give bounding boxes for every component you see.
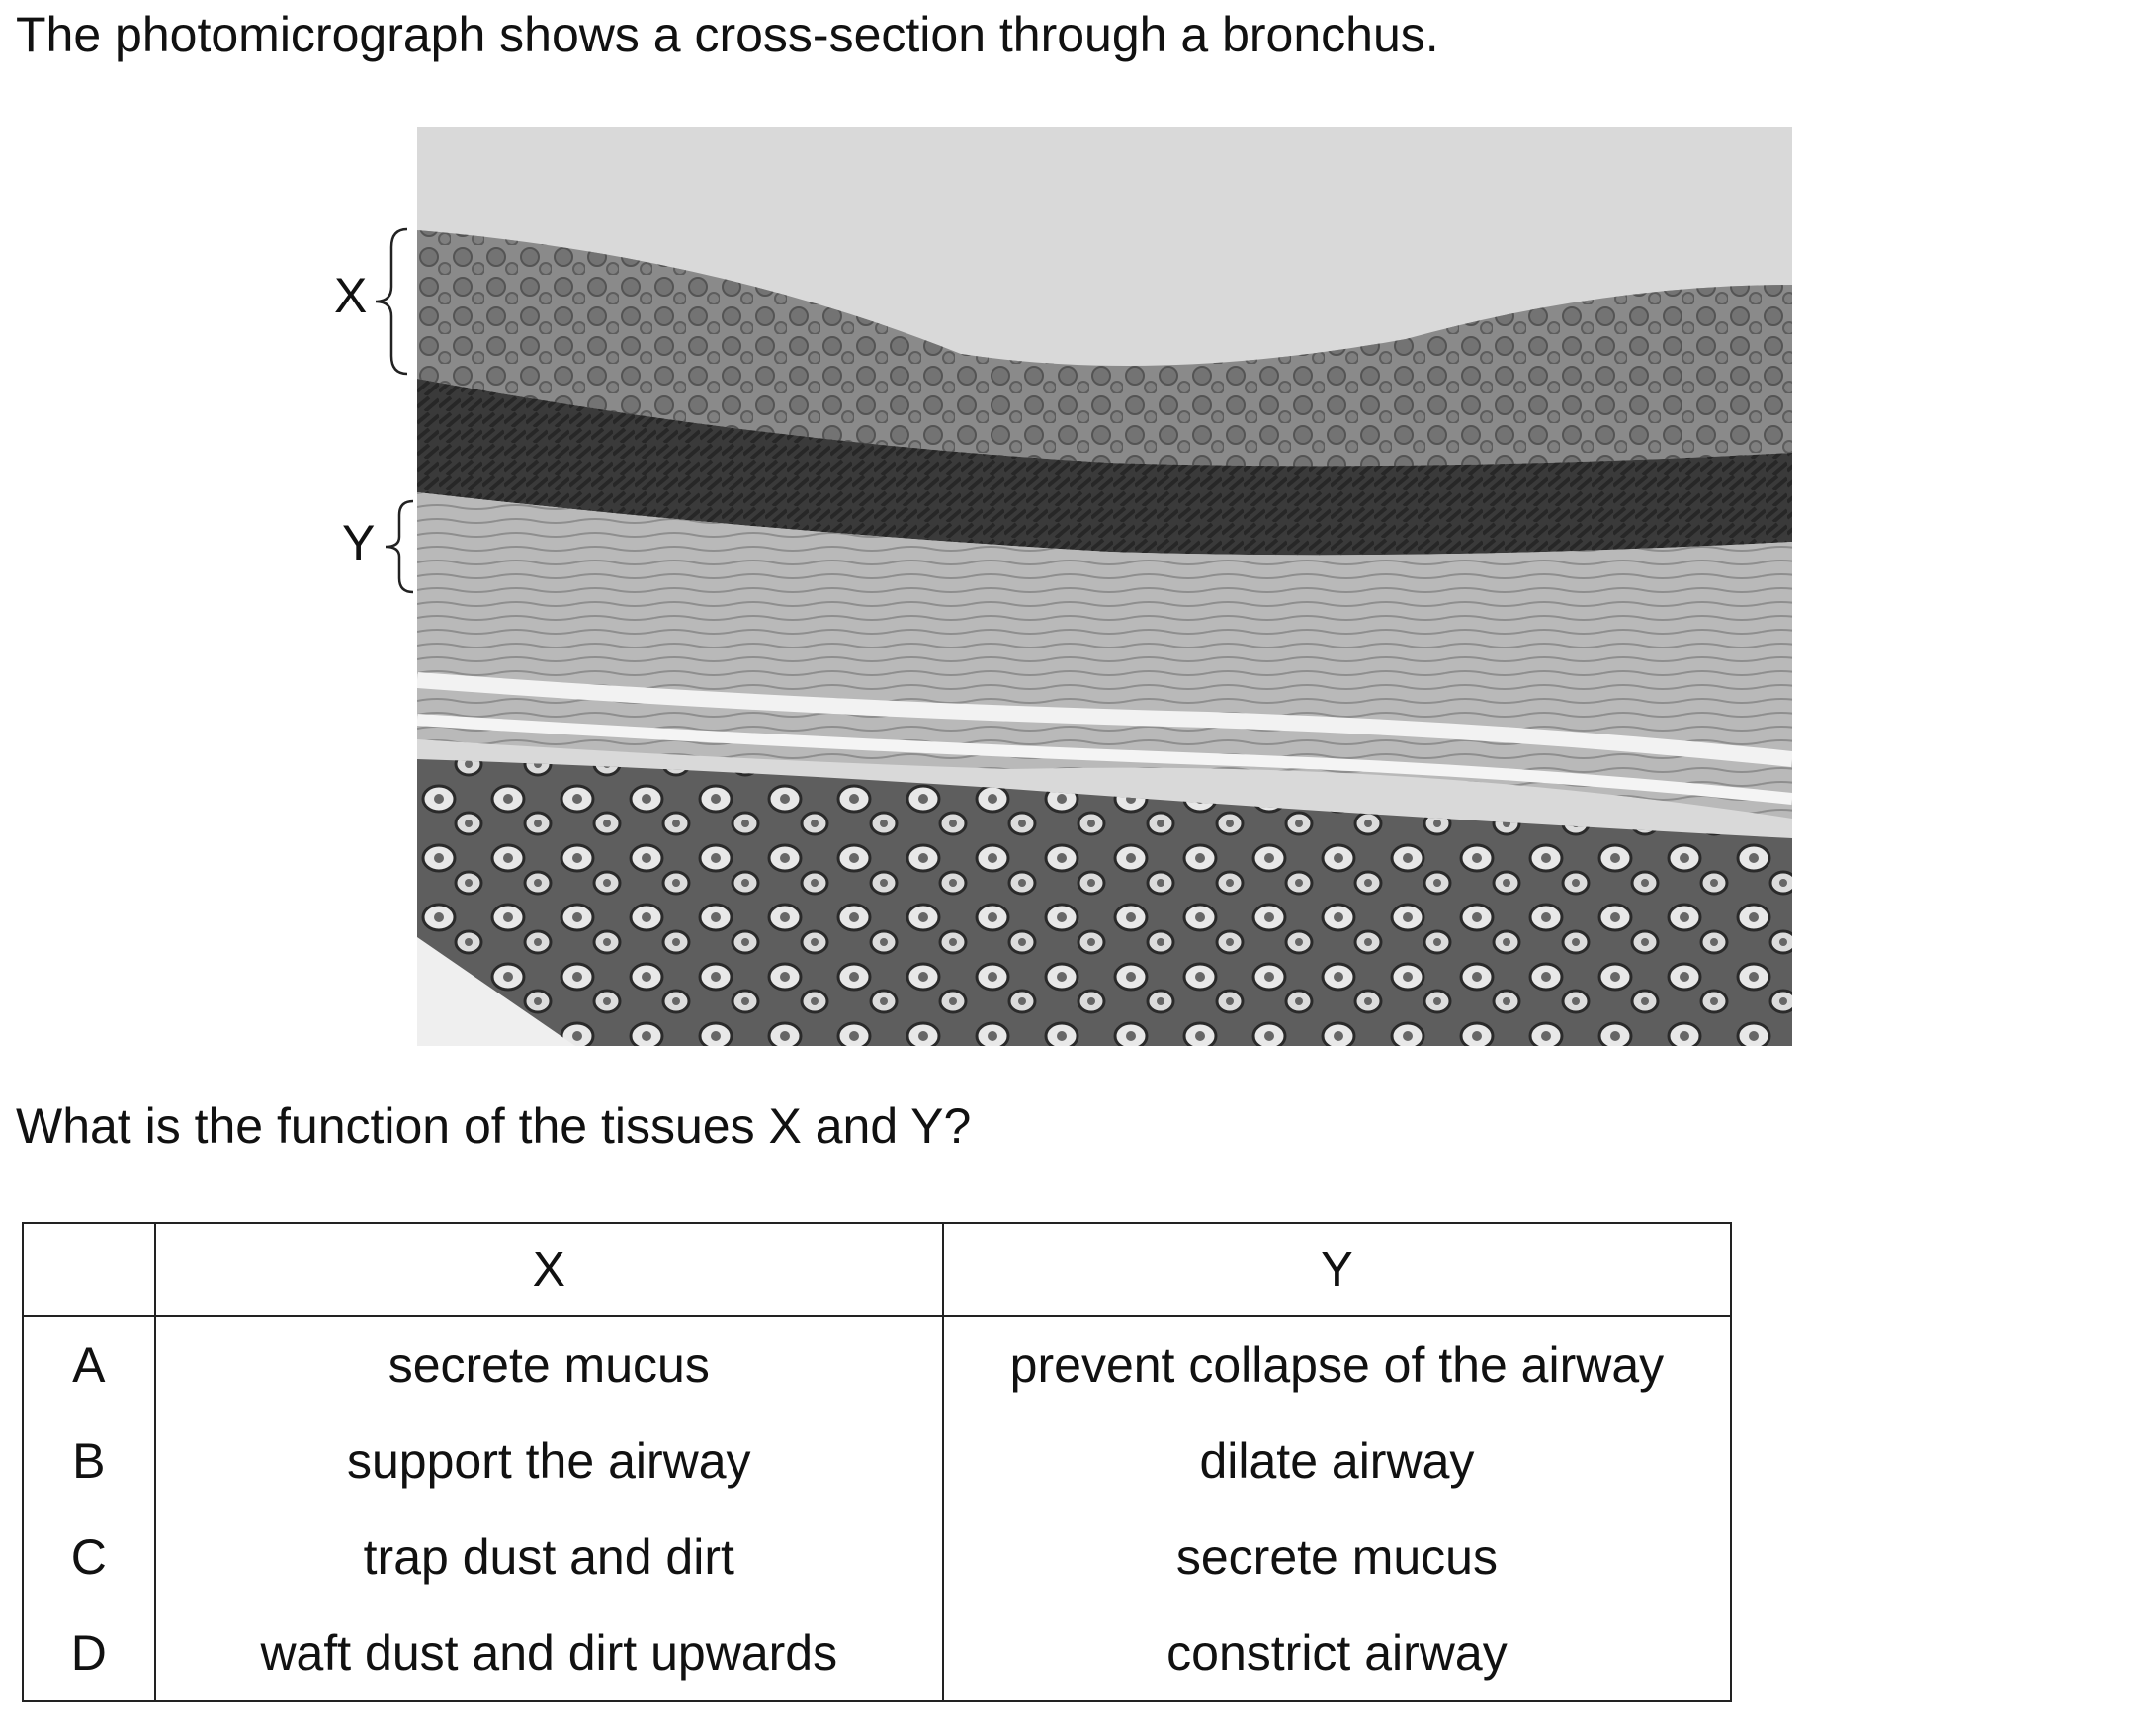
option-y-function: secrete mucus bbox=[941, 1509, 1733, 1604]
option-x-function: trap dust and dirt bbox=[153, 1509, 944, 1604]
option-y-function: prevent collapse of the airway bbox=[941, 1316, 1733, 1413]
option-x-function: support the airway bbox=[153, 1413, 944, 1509]
option-letter: B bbox=[22, 1413, 156, 1509]
question-text: What is the function of the tissues X an… bbox=[16, 1098, 972, 1154]
brace-x-icon bbox=[375, 227, 408, 376]
label-x: X bbox=[334, 268, 368, 323]
label-y: Y bbox=[342, 515, 376, 570]
header-letter bbox=[22, 1222, 156, 1317]
option-row-c[interactable]: C trap dust and dirt secrete mucus bbox=[22, 1509, 1733, 1604]
header-x: X bbox=[153, 1222, 944, 1317]
option-row-b[interactable]: B support the airway dilate airway bbox=[22, 1413, 1733, 1509]
option-row-d[interactable]: D waft dust and dirt upwards constrict a… bbox=[22, 1604, 1733, 1702]
table-header-row: X Y bbox=[22, 1222, 1733, 1317]
option-row-a[interactable]: A secrete mucus prevent collapse of the … bbox=[22, 1316, 1733, 1413]
option-letter: D bbox=[22, 1604, 156, 1702]
bronchus-micrograph-image bbox=[417, 127, 1792, 1046]
brace-y-icon bbox=[385, 499, 414, 594]
option-y-function: dilate airway bbox=[941, 1413, 1733, 1509]
option-letter: A bbox=[22, 1316, 156, 1413]
option-letter: C bbox=[22, 1509, 156, 1604]
option-x-function: waft dust and dirt upwards bbox=[153, 1604, 944, 1702]
question-intro: The photomicrograph shows a cross-sectio… bbox=[16, 7, 1439, 62]
photomicrograph bbox=[417, 127, 1792, 1046]
option-x-function: secrete mucus bbox=[153, 1316, 944, 1413]
answer-options-table: X Y A secrete mucus prevent collapse of … bbox=[22, 1222, 1733, 1702]
option-y-function: constrict airway bbox=[941, 1604, 1733, 1702]
header-y: Y bbox=[941, 1222, 1733, 1317]
